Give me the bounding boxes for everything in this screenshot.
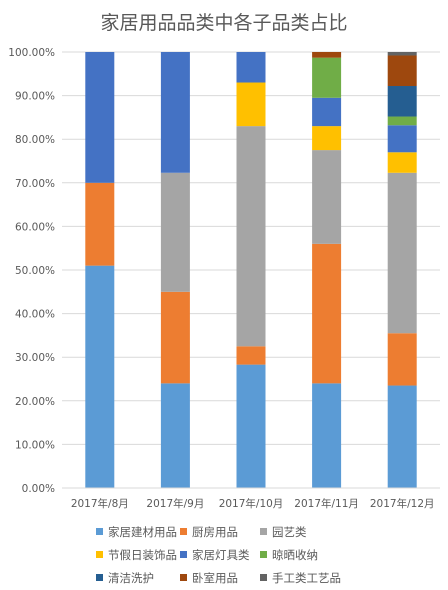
legend-row: 清洁洗护 卧室用品 手工类工艺品 <box>96 566 396 589</box>
y-tick-label: 50.00% <box>15 265 55 277</box>
y-tick-label: 60.00% <box>15 221 55 233</box>
bar-segment <box>160 172 190 292</box>
x-tick-label: 2017年/8月 <box>71 497 129 510</box>
bar-segment <box>312 57 342 98</box>
bar-segment <box>85 52 115 183</box>
legend-item: 厨房用品 <box>180 524 260 540</box>
y-tick-label: 90.00% <box>15 91 55 103</box>
legend-item: 园艺类 <box>260 524 344 540</box>
legend-item: 手工类工艺品 <box>260 570 344 586</box>
legend-item: 家居建材用品 <box>96 524 180 540</box>
bar-segment <box>387 172 417 334</box>
x-tick-label: 2017年/9月 <box>146 497 204 510</box>
legend-swatch <box>260 528 267 535</box>
legend-label: 园艺类 <box>272 524 307 539</box>
legend-label: 厨房用品 <box>192 524 238 539</box>
legend-row: 节假日装饰品 家居灯具类 晾晒收纳 <box>96 543 396 566</box>
bar-segment <box>312 97 342 127</box>
legend-label: 家居灯具类 <box>192 547 250 562</box>
y-tick-label: 70.00% <box>15 178 55 190</box>
legend-swatch <box>96 574 103 581</box>
bar-segment <box>236 346 266 365</box>
y-tick-label: 10.00% <box>15 439 55 451</box>
legend-swatch <box>96 551 103 558</box>
bar-segment <box>236 364 266 488</box>
y-tick-label: 40.00% <box>15 309 55 321</box>
bar-segment <box>160 291 190 384</box>
legend-label: 手工类工艺品 <box>272 570 341 585</box>
bar-segment <box>236 126 266 347</box>
bar-segment <box>312 126 342 151</box>
x-tick-label: 2017年/12月 <box>370 497 435 510</box>
y-tick-label: 80.00% <box>15 134 55 146</box>
legend-swatch <box>260 551 267 558</box>
legend-label: 家居建材用品 <box>108 524 177 539</box>
legend-item: 卧室用品 <box>180 570 260 586</box>
bar-segment <box>312 52 342 58</box>
bar-segment <box>85 182 115 266</box>
y-tick-label: 0.00% <box>22 483 55 495</box>
legend: 家居建材用品 厨房用品 园艺类节假日装饰品 家居灯具类 晾晒收纳清洁洗护 卧室用品 手工类工… <box>96 520 396 589</box>
bar-segment <box>236 82 266 127</box>
bar-segment <box>160 383 190 488</box>
bar-segment <box>387 116 417 126</box>
bar-segment <box>236 52 266 83</box>
legend-item: 节假日装饰品 <box>96 547 180 563</box>
bar-segment <box>312 150 342 244</box>
legend-label: 节假日装饰品 <box>108 547 177 562</box>
legend-label: 卧室用品 <box>192 570 238 585</box>
bar-segment <box>387 333 417 386</box>
legend-swatch <box>260 574 267 581</box>
bar-segment <box>387 55 417 87</box>
legend-swatch <box>96 528 103 535</box>
y-tick-label: 100.00% <box>8 47 55 59</box>
legend-swatch <box>180 574 187 581</box>
legend-swatch <box>180 528 187 535</box>
x-tick-label: 2017年/11月 <box>294 497 359 510</box>
legend-label: 清洁洗护 <box>108 570 154 585</box>
bar-segment <box>312 383 342 488</box>
legend-swatch <box>180 551 187 558</box>
bar-segment <box>85 265 115 488</box>
legend-item: 家居灯具类 <box>180 547 260 563</box>
y-tick-label: 20.00% <box>15 396 55 408</box>
bar-segment <box>387 125 417 153</box>
bar-segment <box>387 86 417 117</box>
legend-item: 晾晒收纳 <box>260 547 344 563</box>
bar-segment <box>312 243 342 384</box>
bar-segment <box>387 52 417 56</box>
legend-item: 清洁洗护 <box>96 570 180 586</box>
x-tick-label: 2017年/10月 <box>219 497 284 510</box>
chart-title: 家居用品品类中各子品类占比 <box>100 12 348 34</box>
bar-segment <box>160 52 190 173</box>
legend-row: 家居建材用品 厨房用品 园艺类 <box>96 520 396 543</box>
legend-label: 晾晒收纳 <box>272 547 318 562</box>
bar-segment <box>387 385 417 488</box>
y-tick-label: 30.00% <box>15 352 55 364</box>
plot-area: 0.00% 10.00% 20.00% 30.00% 40.00% 50.00% 60.00… <box>8 47 440 510</box>
bar-segment <box>387 152 417 173</box>
